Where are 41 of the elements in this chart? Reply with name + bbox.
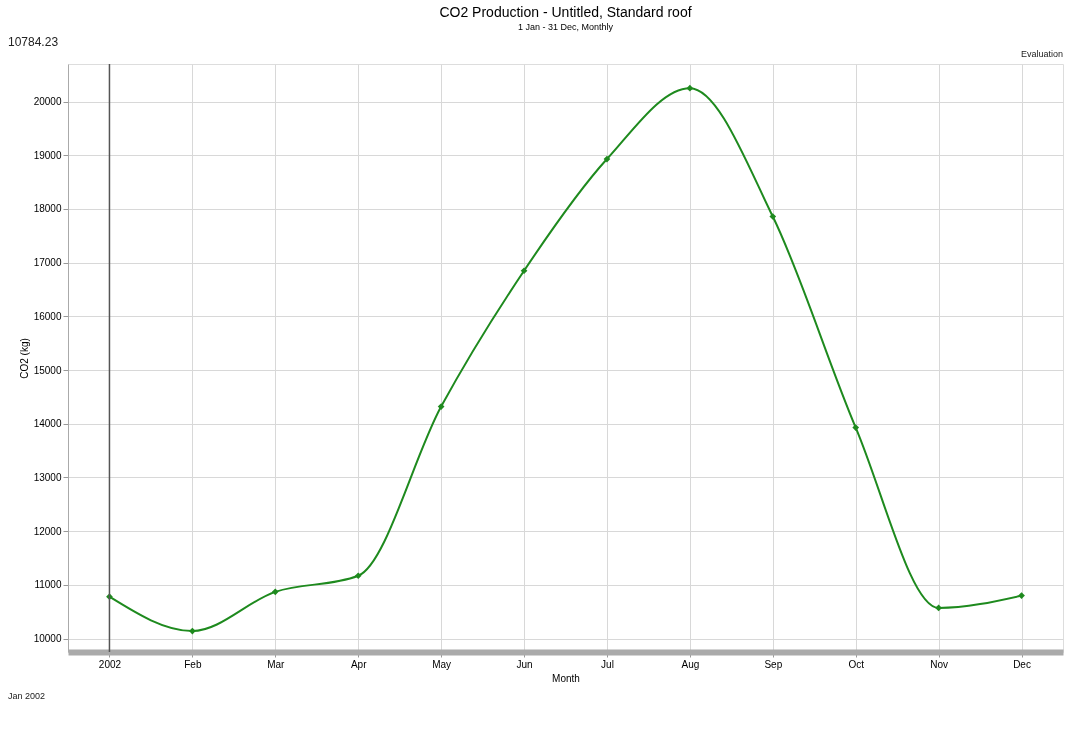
x-tick-label: Aug [681,658,700,670]
x-tick-label: Jun [516,658,533,670]
y-tick-label: 14000 [33,418,62,430]
y-tick-label: 11000 [34,579,62,591]
y-tick-label: 10000 [33,633,62,645]
x-tick-label: May [432,658,452,670]
point [769,213,777,220]
point [686,84,694,92]
x-tick-label: Feb [184,658,202,670]
point [1018,592,1025,599]
point [271,588,279,596]
text: 10784.23 [8,35,59,49]
x-tick-label: Oct [848,658,865,670]
point [852,424,860,431]
x-tick-label: 2002 [98,658,122,670]
x-tick-label: Mar [267,658,286,670]
text: Evaluation [1020,49,1063,59]
text: Jan 2002 [8,691,46,701]
point [935,604,942,612]
y-tick-label: 17000 [33,257,62,269]
y-tick-label: 20000 [33,96,62,108]
point [189,627,196,635]
y-tick-label: 16000 [33,310,62,322]
x-axis-title: Month [552,672,580,684]
x-tick-label: Nov [930,658,949,670]
chart-title: CO2 Production - Untitled, Standard roof [439,4,692,20]
point [520,267,528,275]
x-tick-label: Apr [350,658,368,670]
chart-subtitle: 1 Jan - 31 Dec, Monthly [517,22,614,32]
y-tick-label: 15000 [33,364,62,376]
point [354,572,362,580]
x-tick-label: Sep [764,658,783,670]
x-tick-label: Dec [1013,658,1031,670]
y-tick-label: 12000 [33,525,62,537]
y-tick-label: 19000 [33,149,62,161]
y-tick-label: 13000 [33,471,62,483]
y-axis-title: CO2 (kg) [18,338,30,379]
point [603,155,611,163]
x-tick-label: Jul [601,658,614,670]
point [437,403,445,410]
y-tick-label: 18000 [33,203,62,215]
